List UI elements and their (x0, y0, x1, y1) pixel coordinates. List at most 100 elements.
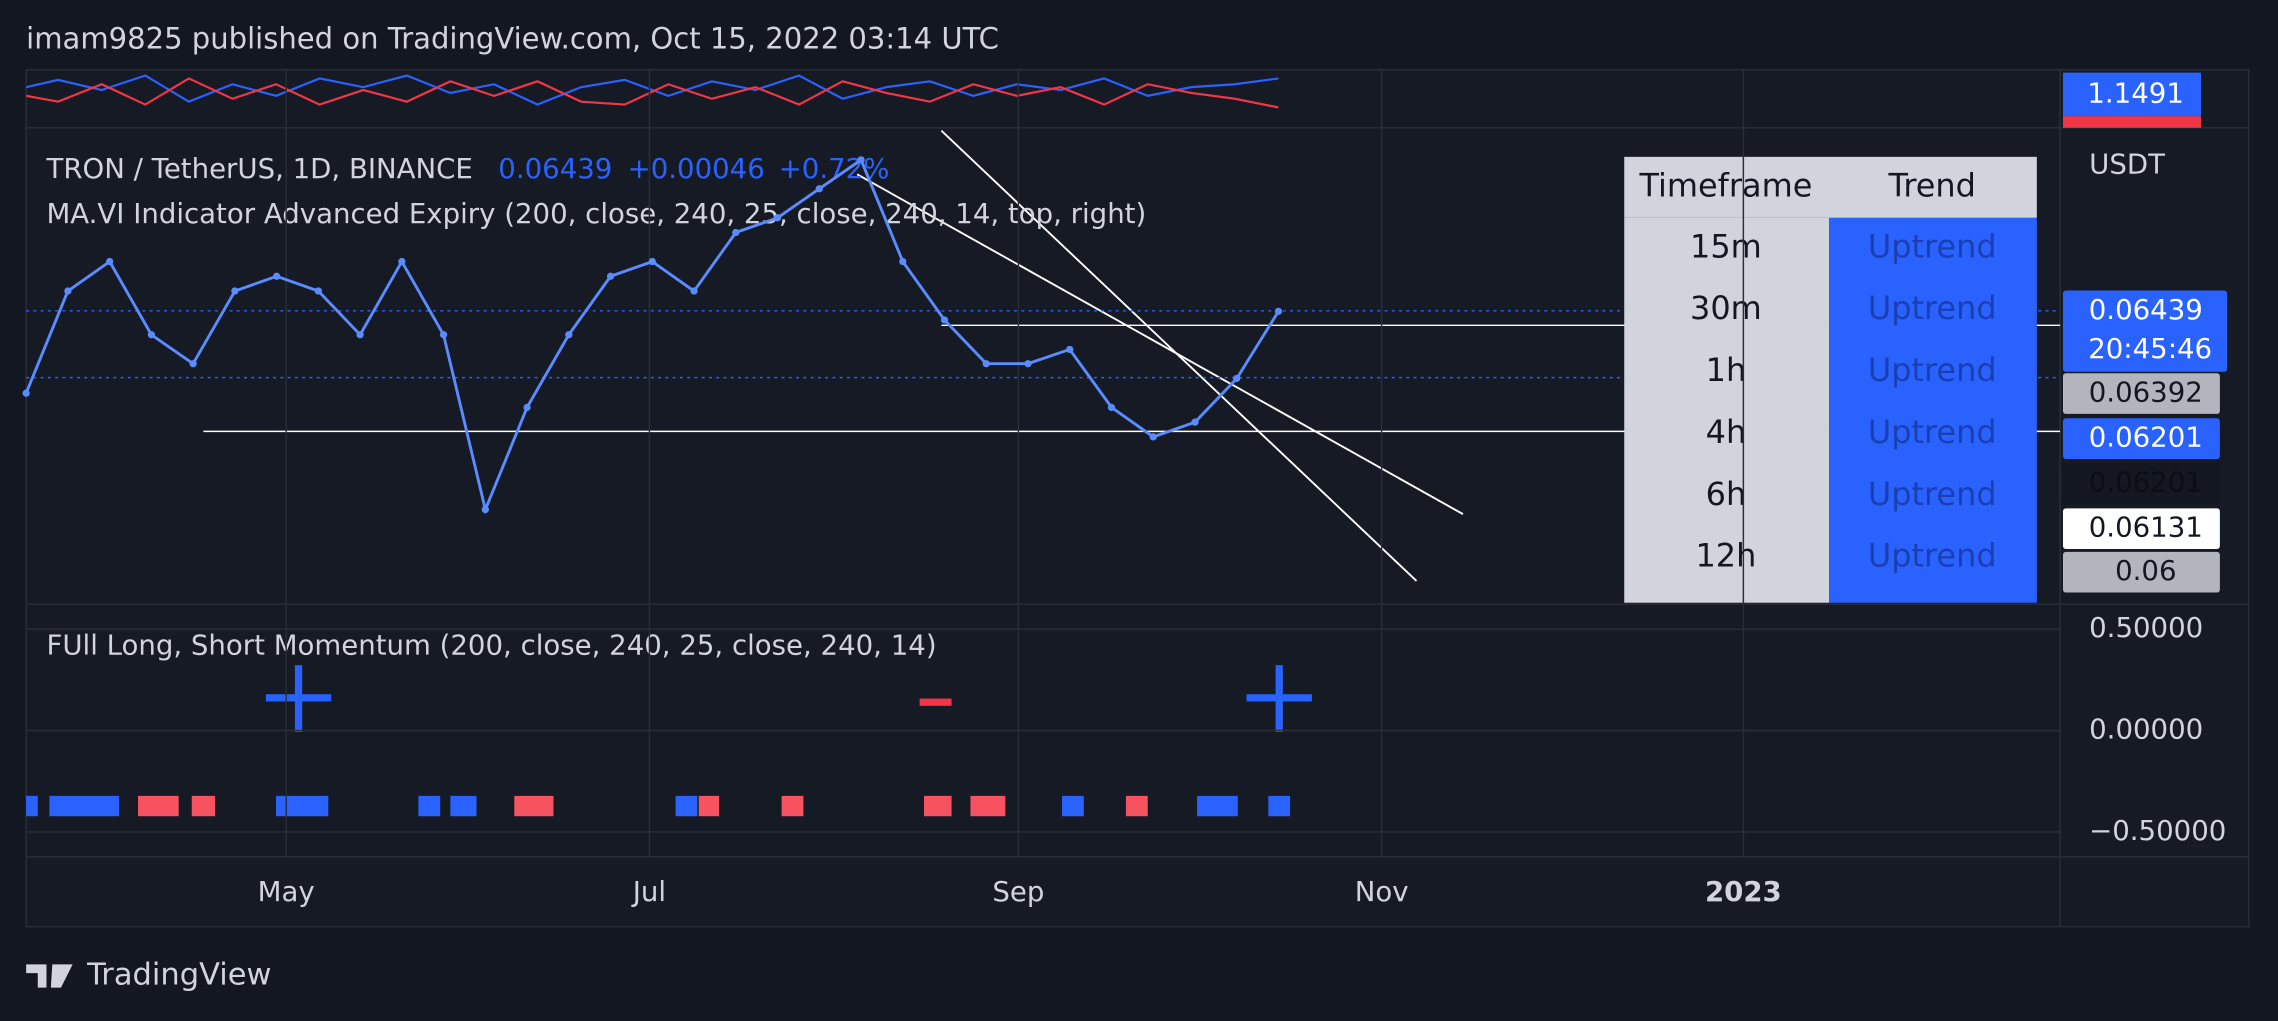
table-col-bg (1624, 217, 1830, 603)
signal (191, 795, 216, 817)
price-point (815, 185, 823, 193)
price-label-bg (2062, 551, 2220, 593)
price-point (147, 331, 156, 339)
table-cell: 6h (1706, 475, 1747, 513)
price-point (1274, 307, 1283, 315)
signal (919, 698, 952, 706)
table-cell: 15m (1690, 227, 1762, 265)
price-point (857, 156, 865, 164)
signal (26, 795, 38, 817)
price-point (1191, 418, 1199, 426)
table-cell: Uptrend (1868, 351, 1997, 389)
price-point (1149, 433, 1157, 441)
price-point (648, 257, 656, 266)
price-point (940, 316, 949, 324)
x-tick-label: Sep (992, 875, 1044, 908)
price-point (899, 257, 907, 266)
momentum-title: FUll Long, Short Momentum (200, close, 2… (46, 628, 936, 661)
price-point (231, 287, 239, 295)
signal (923, 795, 952, 817)
price-point (773, 214, 782, 222)
signal (698, 795, 720, 817)
price-point (481, 505, 489, 514)
signal (1275, 665, 1283, 732)
table-header: Trend (1888, 166, 1976, 204)
legend-price: 0.06439 (498, 152, 612, 185)
logo-text: TradingView (86, 957, 271, 992)
price-point (314, 287, 322, 295)
price-point (189, 360, 197, 368)
signal (418, 795, 441, 817)
price-point (1024, 360, 1032, 368)
price-point (272, 272, 281, 280)
price-label-bg (2062, 290, 2228, 372)
signal (138, 795, 179, 817)
signal (514, 795, 554, 817)
table-col-bg (1829, 217, 2037, 603)
x-tick-label: Nov (1355, 875, 1409, 908)
price-label-bg (2062, 418, 2220, 459)
price-point (398, 257, 406, 266)
price-label: 0.06201 (2089, 421, 2203, 454)
price-label: 0.06201 (2089, 466, 2203, 499)
table-cell: Uptrend (1868, 475, 1997, 513)
signal (675, 795, 698, 817)
price-point (356, 331, 364, 339)
price-point (106, 257, 114, 266)
signal (1268, 795, 1291, 817)
x-tick-label: Jul (631, 875, 666, 908)
price-point (565, 331, 573, 339)
signal (276, 795, 329, 817)
countdown: 20:45:46 (2088, 332, 2212, 365)
price-label: 0.06392 (2089, 376, 2203, 409)
header: imam9825 published on TradingView.com, O… (26, 22, 999, 56)
price-label-bg (2062, 463, 2220, 504)
oscillator-label-bg (2062, 72, 2202, 117)
legend-change: +0.00046 (628, 152, 765, 185)
table-cell: 4h (1706, 413, 1747, 451)
table-header: Timeframe (1638, 166, 1812, 204)
table-header-bg (1624, 156, 2037, 218)
y-tick-label: −0.50000 (2089, 814, 2226, 847)
oscillator-line (25, 74, 1279, 106)
momentum-signals (26, 665, 1312, 817)
price-point (1233, 374, 1241, 383)
signal (450, 795, 477, 817)
table-cell: 12h (1695, 537, 1756, 575)
signal (1197, 795, 1238, 817)
oscillator-line (25, 77, 1279, 109)
table-cell: 1h (1706, 351, 1747, 389)
table-cell: Uptrend (1868, 227, 1997, 265)
price-point (64, 287, 72, 295)
price-point (690, 287, 698, 295)
signal (49, 795, 120, 817)
price-point (1107, 403, 1116, 412)
symbol-legend: TRON / TetherUS, 1D, BINANCE (45, 152, 472, 185)
trend-line (856, 173, 1464, 515)
table-cell: Uptrend (1868, 413, 1997, 451)
signal (1125, 795, 1148, 817)
table-cell: Uptrend (1868, 537, 1997, 575)
price-point (1066, 345, 1074, 354)
x-tick-label: 2023 (1705, 875, 1782, 908)
price-point (732, 228, 740, 237)
signal (781, 795, 804, 817)
currency: USDT (2089, 148, 2165, 181)
y-tick-label: 0.00000 (2089, 713, 2203, 746)
oscillator-label-bg (2062, 116, 2202, 128)
price-point (22, 389, 30, 397)
price-label-bg (2062, 373, 2220, 414)
price-label: 0.06 (2115, 554, 2176, 587)
price-label: 0.06439 (2089, 293, 2203, 326)
trend-table: Timeframe Trend 15m Uptrend 30m Uptrend 1h Uptr… (1638, 166, 1996, 574)
price-label: 0.06131 (2089, 511, 2203, 544)
price-point (439, 331, 448, 339)
signal (970, 795, 1006, 817)
price-label-bg (2062, 508, 2220, 549)
indicator-legend: MA.VI Indicator Advanced Expiry (200, cl… (46, 197, 1146, 230)
signal (1062, 795, 1084, 817)
x-tick-label: May (258, 875, 315, 908)
price-point (606, 272, 615, 280)
